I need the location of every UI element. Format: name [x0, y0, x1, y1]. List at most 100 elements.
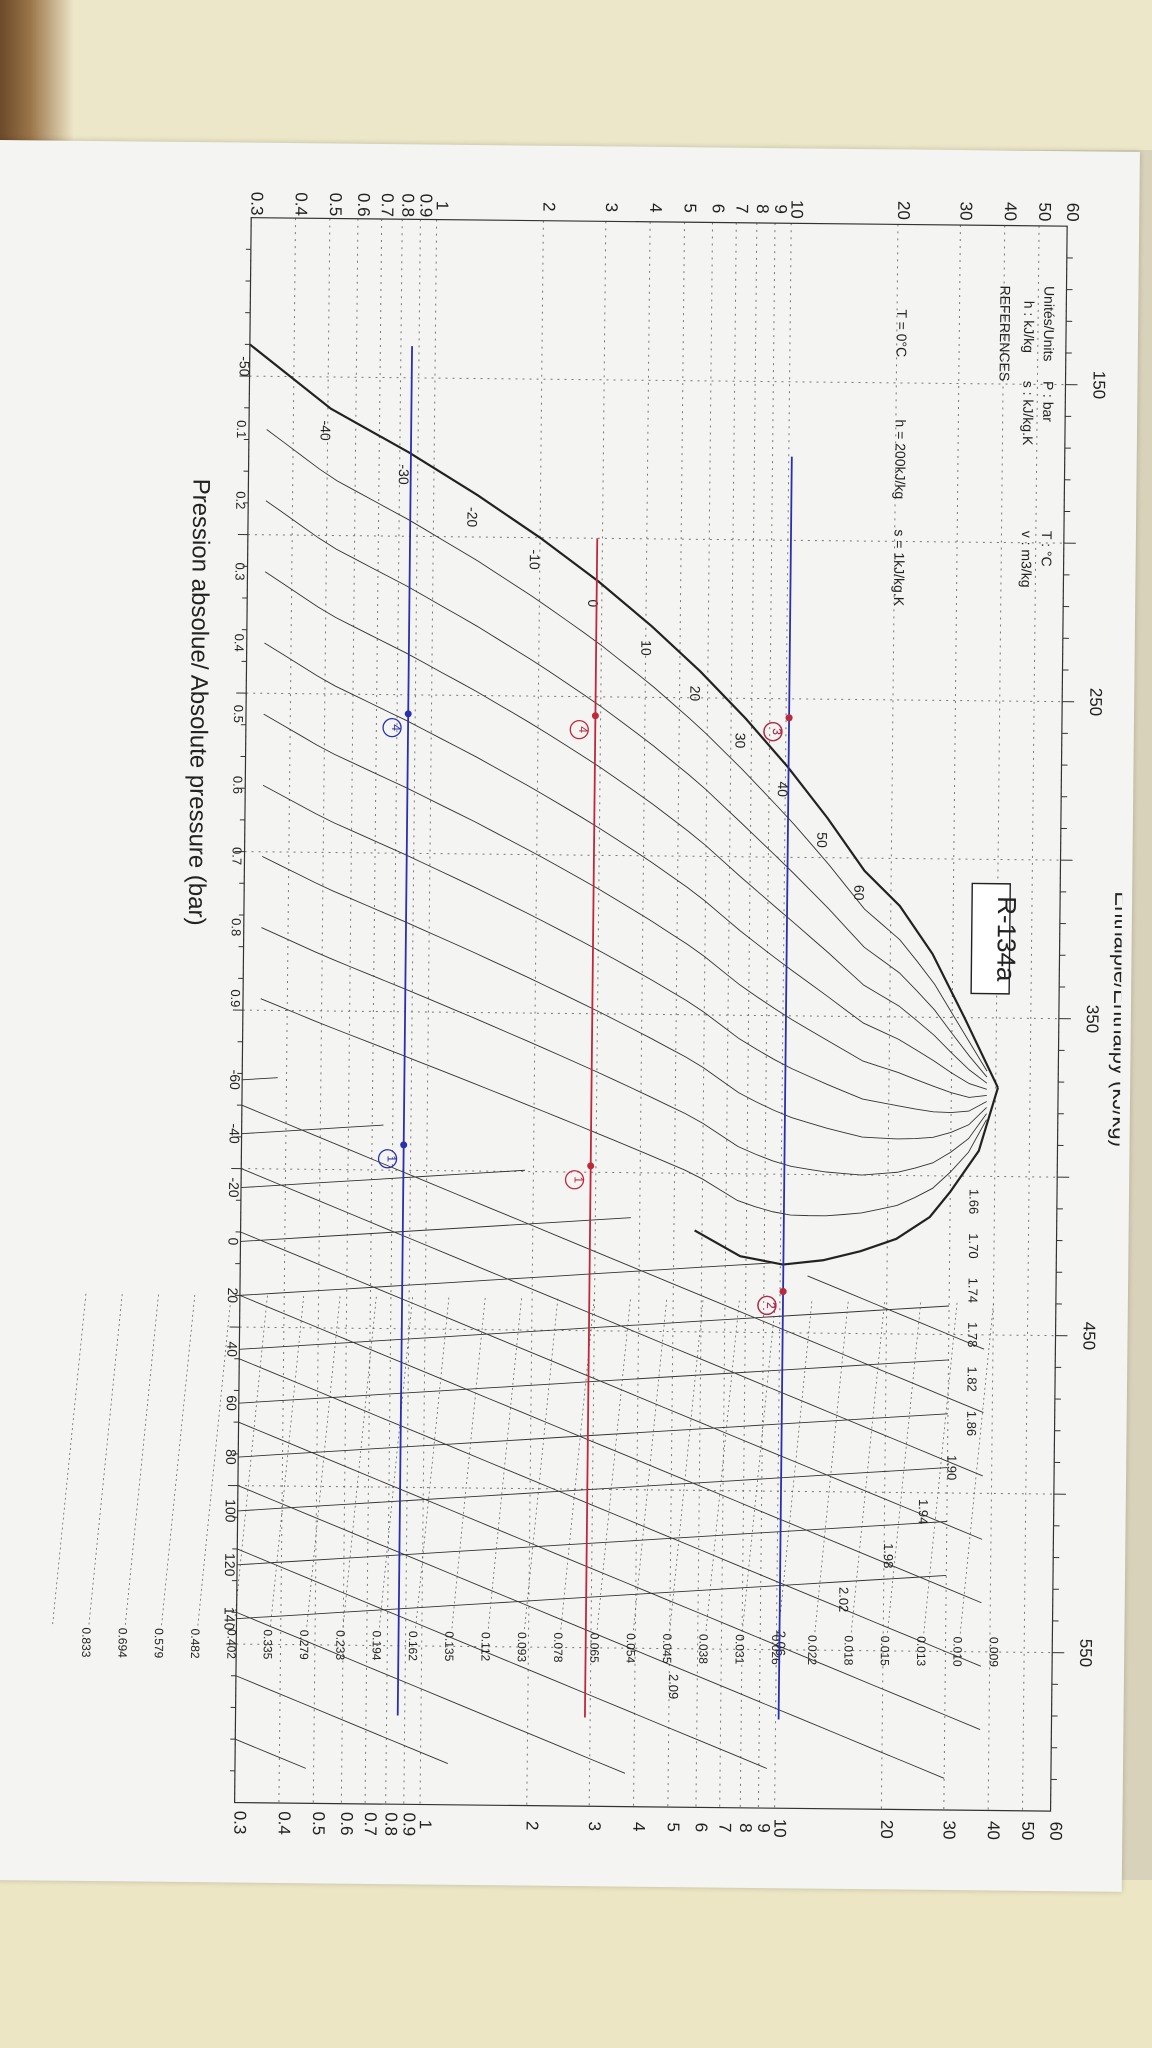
isotherm-superheat: [239, 1262, 773, 1296]
isochore-line: [487, 1298, 522, 1631]
enthalpy-gridline: [241, 1168, 1058, 1178]
isochore-line: [197, 1295, 232, 1628]
isotherm-label-bottom: 120: [222, 1553, 238, 1577]
isotherm-label-bottom: 40: [224, 1341, 240, 1357]
pressure-tick-label-right: 0.8: [381, 1812, 400, 1836]
isotherm-label-liquid: 50: [814, 832, 830, 848]
pressure-gridline: [633, 221, 651, 1807]
isochore-label: 0.162: [406, 1631, 420, 1662]
chart-title: R-134a: [991, 896, 1022, 982]
unit-entry: P : bar: [1040, 381, 1056, 422]
annotation-pressure-line: [396, 346, 413, 1716]
isentrope-label: 1.86: [964, 1411, 979, 1436]
enthalpy-gridline: [236, 1643, 1053, 1654]
pressure-tick-label-right: 1: [416, 1820, 435, 1830]
isotherm-label-bottom: 0: [225, 1237, 241, 1245]
quality-line: [263, 713, 987, 1098]
quality-label: 0.6: [230, 776, 245, 794]
pressure-tick-label-right: 5: [664, 1822, 683, 1832]
ph-diagram: 0.10.20.30.40.50.60.70.80.9-50-40-30-20-…: [52, 192, 1130, 1841]
isentrope-line: [237, 1485, 945, 1779]
isotherm-label-bottom: -60: [227, 1070, 243, 1091]
isentrope-label: 2.09: [666, 1674, 681, 1699]
reference-entry: h = 200kJ/kg: [892, 419, 909, 499]
grid: [234, 217, 1068, 1812]
isotherm-label-liquid: -50: [237, 356, 253, 377]
isentrope-line: [238, 1421, 981, 1730]
isochore-line: [959, 1303, 994, 1636]
isotherm-superheat: [236, 1574, 947, 1620]
isochore-label: 0.065: [587, 1633, 601, 1664]
cycle-point-ring: [763, 721, 783, 742]
isochore-label: 0.694: [115, 1628, 129, 1659]
saturated-liquid-curve: [249, 343, 999, 1089]
isotherm-label-bottom: 140: [221, 1607, 237, 1631]
isochore-line: [52, 1293, 87, 1627]
pressure-gridline: [419, 219, 438, 1805]
isentrope-line: [241, 1104, 984, 1413]
isochore-line: [632, 1299, 668, 1633]
isotherm-label-bottom: -40: [226, 1123, 242, 1144]
isentrope-line: [807, 1275, 985, 1350]
pressure-tick-label-left: 0.9: [416, 194, 435, 218]
enthalpy-tick-label: 150: [1089, 371, 1108, 400]
pressure-gridline: [364, 218, 383, 1804]
saturated-vapor-curve: [694, 1087, 999, 1266]
enthalpy-gridline: [242, 1009, 1059, 1020]
isochore-line: [378, 1297, 413, 1630]
cycle-point-ring: [382, 718, 402, 738]
pressure-gridline: [1021, 225, 1040, 1811]
cycle-point-ring: [377, 1149, 398, 1169]
isentrope-label: 1.82: [964, 1366, 979, 1391]
isotherm-superheat: [239, 1305, 950, 1350]
isochore-label: 0.833: [79, 1627, 93, 1658]
isochore-line: [88, 1294, 123, 1627]
isochore-label: 0.194: [369, 1630, 383, 1661]
pressure-tick-label-right: 40: [984, 1821, 1003, 1840]
cycle-point-marker: [779, 1288, 787, 1296]
pressure-gridline: [526, 220, 544, 1806]
pressure-tick-label-left: 3: [602, 203, 621, 213]
isotherm-superheat: [237, 1521, 947, 1566]
isotherm-label-liquid: 60: [851, 885, 867, 901]
isochore-label: 0.335: [261, 1629, 275, 1660]
isochore-label: 0.482: [188, 1629, 202, 1660]
isochore-label: 0.022: [805, 1635, 819, 1666]
pressure-tick-label-right: 9: [754, 1823, 773, 1833]
isentrope-label: 1.70: [966, 1233, 981, 1258]
isotherm-label-liquid: 0: [585, 599, 601, 607]
pressure-tick-label-left: 20: [894, 201, 913, 220]
isentrope-label: 2.06: [773, 1631, 788, 1656]
pressure-tick-label-left: 0.6: [354, 193, 373, 217]
isochore-line: [160, 1294, 196, 1628]
pressure-tick-label-left: 0.5: [326, 193, 345, 217]
pressure-tick-label-right: 20: [877, 1820, 896, 1839]
isochore-label: 0.013: [914, 1636, 928, 1667]
isochore-label: 0.031: [733, 1634, 747, 1665]
cycle-point-label: 2: [764, 1302, 778, 1309]
isotherm-superheat: [241, 1124, 384, 1135]
cycle-point-ring: [569, 719, 589, 740]
isochore-label: 0.038: [696, 1634, 710, 1665]
isochore-label: 0.026: [769, 1635, 783, 1666]
unit-entry: T : °C: [1039, 531, 1055, 567]
isotherm-label-liquid: 40: [775, 781, 791, 797]
pressure-gridline: [385, 219, 403, 1805]
isotherm-superheat: [238, 1413, 948, 1458]
enthalpy-gridline: [237, 1485, 1054, 1495]
isochore-label: 0.112: [478, 1632, 492, 1662]
pressure-tick-label-right: 7: [715, 1823, 734, 1833]
pressure-tick-label-right: 2: [523, 1821, 542, 1831]
isochore-line: [306, 1296, 341, 1630]
cycle-point-marker: [404, 710, 412, 718]
pressure-gridline: [278, 218, 297, 1804]
isochore-line: [415, 1297, 450, 1631]
isentrope-line: [235, 1738, 307, 1769]
isochore-line: [596, 1299, 631, 1633]
isochore-label: 0.135: [442, 1631, 456, 1662]
pressure-tick-label-left: 60: [1063, 203, 1082, 222]
isentrope-line: [239, 1294, 982, 1604]
quality-line: [261, 927, 987, 1176]
quality-label: 0.2: [233, 491, 248, 509]
